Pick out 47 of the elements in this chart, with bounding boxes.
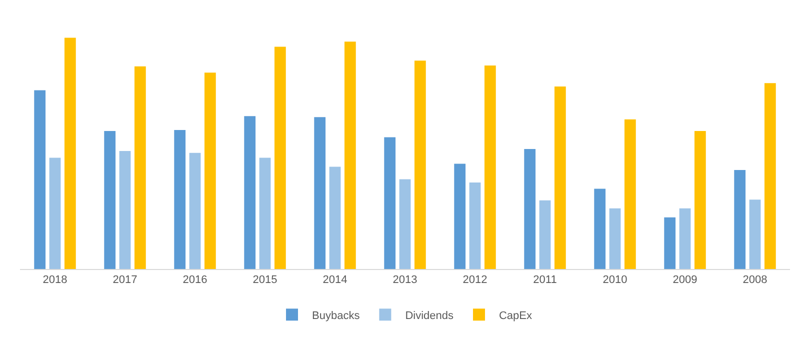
- bar: [174, 130, 186, 269]
- bar: [624, 119, 636, 269]
- bar: [469, 182, 481, 269]
- bar: [539, 200, 551, 269]
- bar: [384, 137, 396, 269]
- bar: [274, 46, 286, 269]
- bar: [119, 151, 131, 269]
- bar: [734, 170, 746, 269]
- x-tick-label: 2011: [533, 274, 557, 286]
- bar: [244, 116, 256, 269]
- x-tick-label: 2009: [672, 274, 698, 286]
- x-tick-label: 2012: [462, 274, 488, 286]
- x-tick-label: 2014: [322, 274, 348, 286]
- legend-label: CapEx: [498, 310, 533, 322]
- bar: [679, 208, 691, 269]
- bar: [344, 42, 356, 269]
- legend-label: Buybacks: [312, 310, 360, 322]
- x-tick-label: 2017: [112, 274, 138, 286]
- bar: [694, 130, 706, 269]
- bar: [134, 66, 146, 269]
- bar: [399, 179, 411, 269]
- bar: [454, 164, 466, 269]
- bar: [749, 200, 761, 269]
- bar: [764, 83, 776, 269]
- bar: [314, 117, 326, 269]
- bar: [664, 217, 676, 269]
- x-tick-label: 2008: [742, 274, 768, 286]
- bar: [554, 86, 566, 269]
- bar: [204, 72, 216, 269]
- bar: [329, 166, 341, 269]
- bar: [609, 208, 621, 269]
- bar: [64, 38, 76, 269]
- bar: [189, 152, 201, 269]
- x-tick-label: 2015: [252, 274, 278, 286]
- x-tick-label: 2016: [182, 274, 208, 286]
- x-tick-label: 2018: [42, 274, 68, 286]
- x-tick-label: 2013: [392, 274, 418, 286]
- legend-label: Dividends: [405, 310, 454, 322]
- bar: [594, 188, 606, 269]
- bar: [34, 90, 46, 269]
- x-tick-label: 2010: [602, 274, 628, 286]
- bar: [484, 66, 496, 269]
- bar: [104, 130, 116, 269]
- bar: [49, 158, 61, 269]
- bar: [259, 158, 271, 269]
- bar: [414, 60, 426, 269]
- bar: [524, 148, 536, 269]
